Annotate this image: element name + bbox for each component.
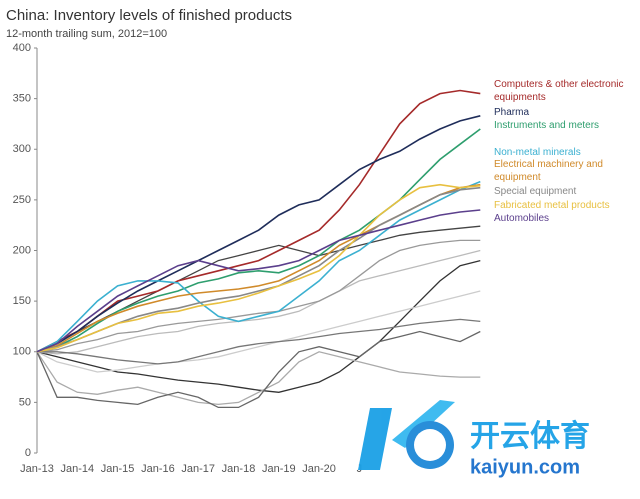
x-tick-label: Jan-16 [141, 463, 175, 475]
y-tick-label: 0 [25, 447, 31, 459]
series-line [37, 318, 481, 365]
y-tick-label: 250 [13, 194, 31, 206]
series-line [36, 330, 481, 409]
series-line [36, 239, 481, 353]
y-tick-label: 400 [13, 42, 31, 54]
legend-entry: Fabricated metal products [494, 200, 610, 211]
series-line [36, 89, 481, 353]
watermark: 开云体育 kaiyun.com [358, 400, 590, 478]
x-tick-label: Jan-15 [101, 463, 135, 475]
y-tick-label: 200 [13, 244, 31, 256]
series-line [36, 115, 481, 353]
x-tick-label: Jan-18 [222, 463, 256, 475]
chart-title: China: Inventory levels of finished prod… [6, 7, 292, 24]
legend-entry: Pharma [494, 107, 530, 118]
watermark-title: 开云体育 [470, 419, 590, 453]
y-tick-label: 100 [13, 346, 31, 358]
series-line [36, 259, 481, 393]
series-line [36, 351, 481, 406]
x-tick-label: Jan-14 [60, 463, 94, 475]
y-tick-label: 300 [13, 143, 31, 155]
x-tick-label: Jan-17 [181, 463, 215, 475]
logo-k [358, 408, 392, 470]
series-line [36, 290, 481, 373]
legend-entry: Electrical machinery and equipment [494, 159, 603, 183]
x-tick-label: Jan-13 [20, 463, 54, 475]
series-line [36, 249, 481, 355]
logo-ball [414, 429, 446, 461]
legend-entry: Computers & other electronic equipments [494, 79, 624, 103]
legend-entry: Special equipment [494, 186, 577, 197]
series-line [36, 180, 481, 353]
series-line [36, 183, 481, 353]
y-tick-label: 350 [13, 93, 31, 105]
legend-entry: Automobiles [494, 213, 550, 224]
x-tick-label: Jan-19 [262, 463, 296, 475]
y-tick-label: 150 [13, 295, 31, 307]
chart-subtitle: 12-month trailing sum, 2012=100 [6, 28, 167, 40]
legend-entry: Non-metal minerals [494, 147, 581, 158]
y-tick-label: 50 [19, 396, 31, 408]
legend-entry: Instruments and meters [494, 120, 600, 131]
x-tick-label: Jan-20 [302, 463, 336, 475]
watermark-url: kaiyun.com [470, 456, 580, 478]
series-line [36, 209, 481, 353]
